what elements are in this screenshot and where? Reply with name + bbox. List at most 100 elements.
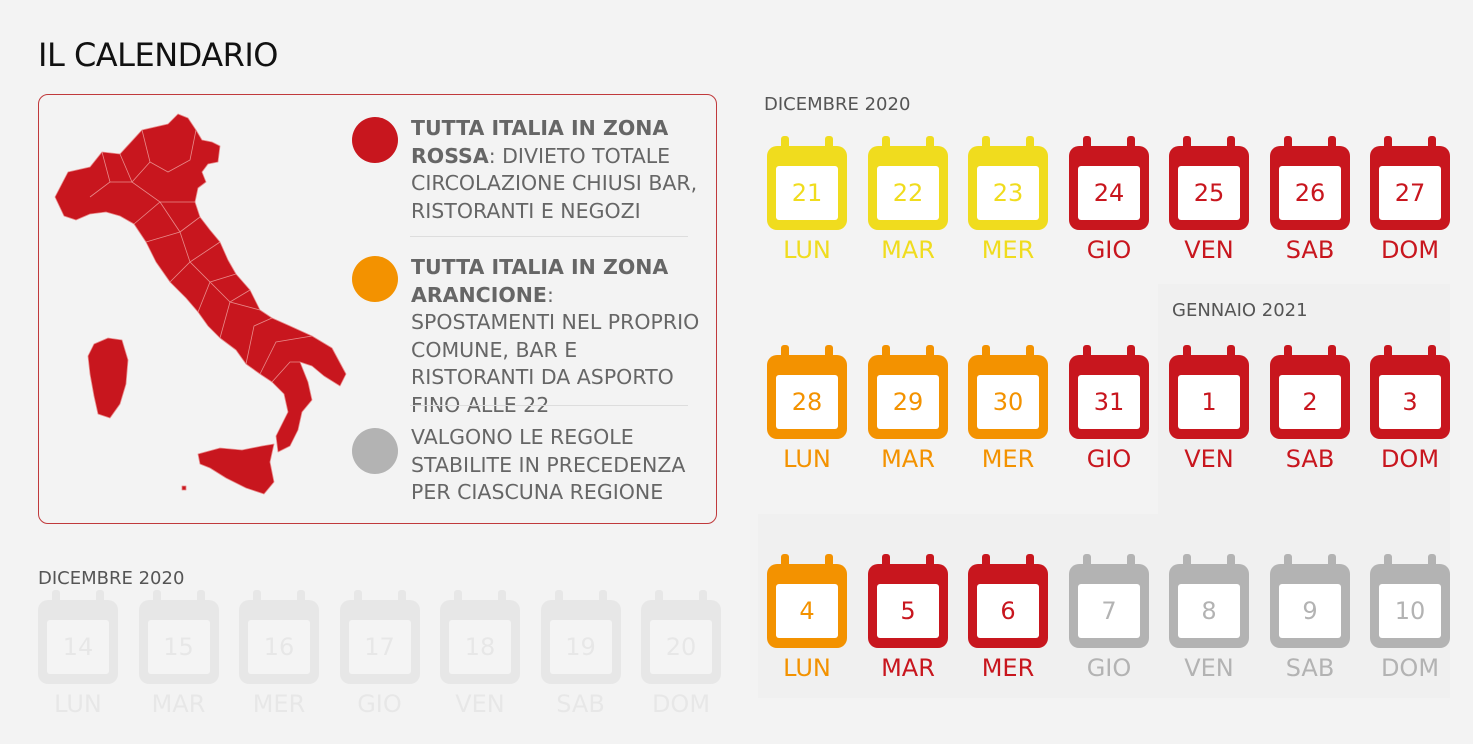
calendar-icon: 28 (767, 355, 847, 439)
day-of-week-label: LUN (54, 690, 102, 718)
calendar-ring-icon (397, 590, 406, 610)
calendar-day: 22 MAR (868, 136, 948, 276)
day-of-week-label: MER (981, 445, 1035, 473)
day-number: 31 (1078, 375, 1140, 429)
day-of-week-label: LUN (783, 445, 831, 473)
calendar-day: 16 MER (239, 590, 319, 730)
calendar-icon: 26 (1270, 146, 1350, 230)
calendar-day: 25 VEN (1169, 136, 1249, 276)
day-of-week-label: MAR (881, 236, 935, 264)
calendar-ring-icon (926, 136, 934, 156)
calendar-ring-icon (882, 345, 890, 365)
calendar-ring-icon (1384, 136, 1392, 156)
calendar-ring-icon (781, 345, 789, 365)
calendar-icon: 20 (641, 600, 721, 684)
day-number: 20 (650, 620, 712, 674)
january-background (758, 514, 1450, 698)
calendar-ring-icon (1127, 345, 1135, 365)
calendar-icon: 22 (868, 146, 948, 230)
calendar-ring-icon (982, 136, 990, 156)
red-zone-dot (352, 117, 398, 163)
calendar-day: 24 GIO (1069, 136, 1149, 276)
legend-divider (410, 405, 688, 406)
calendar-ring-icon (655, 590, 663, 610)
day-number: 26 (1279, 166, 1341, 220)
day-of-week-label: DOM (651, 690, 711, 718)
calendar-ring-icon (1183, 136, 1191, 156)
day-of-week-label: MER (252, 690, 306, 718)
day-number: 17 (348, 620, 411, 674)
legend-text-orange: TUTTA ITALIA IN ZONA ARANCIONE: SPOSTAME… (411, 255, 700, 417)
calendar-icon: 15 (138, 600, 219, 684)
month-label-faded: DICEMBRE 2020 (38, 568, 185, 589)
calendar-day: 29 MAR (868, 345, 948, 485)
calendar-day: 21 LUN (767, 136, 847, 276)
calendar-ring-icon (454, 590, 462, 610)
day-of-week-label: MAR (151, 690, 206, 718)
calendar-ring-icon (781, 136, 789, 156)
day-number: 19 (549, 620, 612, 674)
day-of-week-label: MAR (881, 445, 935, 473)
day-number: 24 (1078, 166, 1140, 220)
calendar-ring-icon (825, 345, 833, 365)
day-of-week-label: GIO (1086, 236, 1132, 264)
calendar-day: 20 DOM (641, 590, 721, 730)
calendar-day: 17 GIO (339, 590, 420, 730)
calendar-day: 14 LUN (38, 590, 118, 730)
day-number: 18 (449, 620, 511, 674)
calendar-icon: 14 (38, 600, 118, 684)
calendar-icon: 31 (1069, 355, 1149, 439)
day-of-week-label: SAB (1285, 236, 1335, 264)
day-of-week-label: LUN (783, 236, 831, 264)
calendar-icon: 21 (767, 146, 847, 230)
calendar-ring-icon (1083, 136, 1091, 156)
calendar-ring-icon (96, 590, 104, 610)
calendar-ring-icon (253, 590, 261, 610)
calendar-day: 18 VEN (440, 590, 520, 730)
calendar-day: 30 MER (968, 345, 1048, 485)
calendar-icon: 19 (540, 600, 621, 684)
calendar-ring-icon (882, 136, 890, 156)
calendar-ring-icon (699, 590, 707, 610)
day-number: 21 (776, 166, 838, 220)
calendar-icon: 30 (968, 355, 1048, 439)
calendar-icon: 18 (440, 600, 520, 684)
calendar-day: 28 LUN (767, 345, 847, 485)
day-number: 16 (248, 620, 310, 674)
day-number: 30 (977, 375, 1039, 429)
calendar-icon: 29 (868, 355, 948, 439)
calendar-ring-icon (825, 136, 833, 156)
italy-map-image (54, 113, 347, 495)
calendar-day: 15 MAR (138, 590, 219, 730)
calendar-ring-icon (152, 590, 161, 610)
day-number: 15 (147, 620, 210, 674)
day-number: 28 (776, 375, 838, 429)
calendar-icon: 27 (1370, 146, 1450, 230)
day-number: 22 (877, 166, 939, 220)
day-number: 29 (877, 375, 939, 429)
calendar-ring-icon (1026, 345, 1034, 365)
day-number: 25 (1178, 166, 1240, 220)
day-of-week-label: GIO (1086, 445, 1132, 473)
day-of-week-label: MER (981, 236, 1035, 264)
faded-calendar-row: 14 LUN 15 MAR 16 MER 17 GIO 18 VEN 19 SAB 20 DOM (38, 590, 728, 718)
calendar-ring-icon (1083, 345, 1091, 365)
legend-divider (410, 236, 688, 237)
day-of-week-label: VEN (455, 690, 505, 718)
calendar-ring-icon (554, 590, 563, 610)
legend-item-orange: TUTTA ITALIA IN ZONA ARANCIONE: SPOSTAME… (352, 254, 702, 417)
calendar-ring-icon (1328, 136, 1336, 156)
calendar-ring-icon (196, 590, 205, 610)
legend-text-gray: VALGONO LE REGOLE STABILITE IN PRECEDENZ… (411, 425, 686, 504)
calendar-ring-icon (926, 345, 934, 365)
calendar-ring-icon (1227, 136, 1235, 156)
gray-zone-dot (352, 428, 398, 474)
month-label-december: DICEMBRE 2020 (764, 94, 911, 115)
calendar-day: 31 GIO (1069, 345, 1149, 485)
calendar-icon: 16 (239, 600, 319, 684)
calendar-ring-icon (498, 590, 506, 610)
calendar-day: 19 SAB (540, 590, 621, 730)
calendar-day: 27 DOM (1370, 136, 1450, 276)
calendar-icon: 24 (1069, 146, 1149, 230)
month-label-january: GENNAIO 2021 (1172, 300, 1308, 321)
